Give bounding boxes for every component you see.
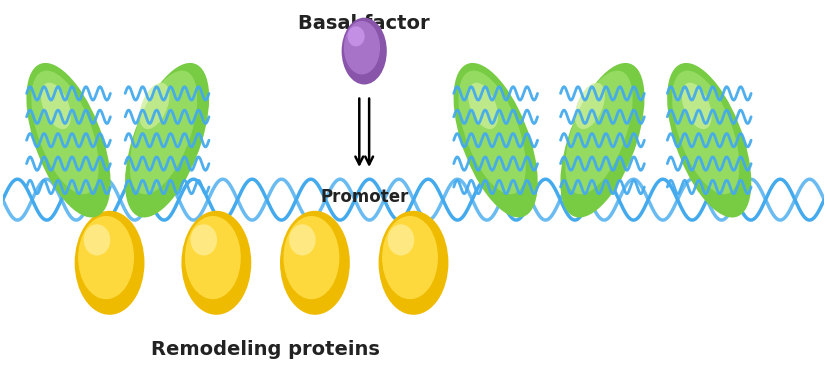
Ellipse shape <box>681 83 712 129</box>
Ellipse shape <box>344 21 380 75</box>
Text: Promoter: Promoter <box>320 188 409 207</box>
Ellipse shape <box>379 211 448 315</box>
Ellipse shape <box>667 63 751 218</box>
Ellipse shape <box>388 224 414 256</box>
Text: Basal factor: Basal factor <box>299 14 430 33</box>
Ellipse shape <box>382 216 438 299</box>
Ellipse shape <box>284 216 339 299</box>
Ellipse shape <box>31 70 98 194</box>
Ellipse shape <box>140 83 170 129</box>
Ellipse shape <box>342 18 387 84</box>
Ellipse shape <box>289 224 316 256</box>
Ellipse shape <box>468 83 498 129</box>
Ellipse shape <box>185 216 241 299</box>
Ellipse shape <box>566 70 633 194</box>
Ellipse shape <box>125 63 209 218</box>
Ellipse shape <box>561 63 644 218</box>
Text: Remodeling proteins: Remodeling proteins <box>151 340 380 359</box>
Ellipse shape <box>78 216 134 299</box>
Ellipse shape <box>181 211 251 315</box>
Ellipse shape <box>74 211 145 315</box>
Ellipse shape <box>84 224 110 256</box>
Ellipse shape <box>41 83 71 129</box>
Ellipse shape <box>453 63 538 218</box>
Ellipse shape <box>458 70 526 194</box>
Ellipse shape <box>130 70 198 194</box>
Ellipse shape <box>672 70 739 194</box>
Ellipse shape <box>26 63 111 218</box>
Ellipse shape <box>575 83 605 129</box>
Ellipse shape <box>347 26 365 46</box>
Ellipse shape <box>190 224 217 256</box>
Ellipse shape <box>280 211 350 315</box>
